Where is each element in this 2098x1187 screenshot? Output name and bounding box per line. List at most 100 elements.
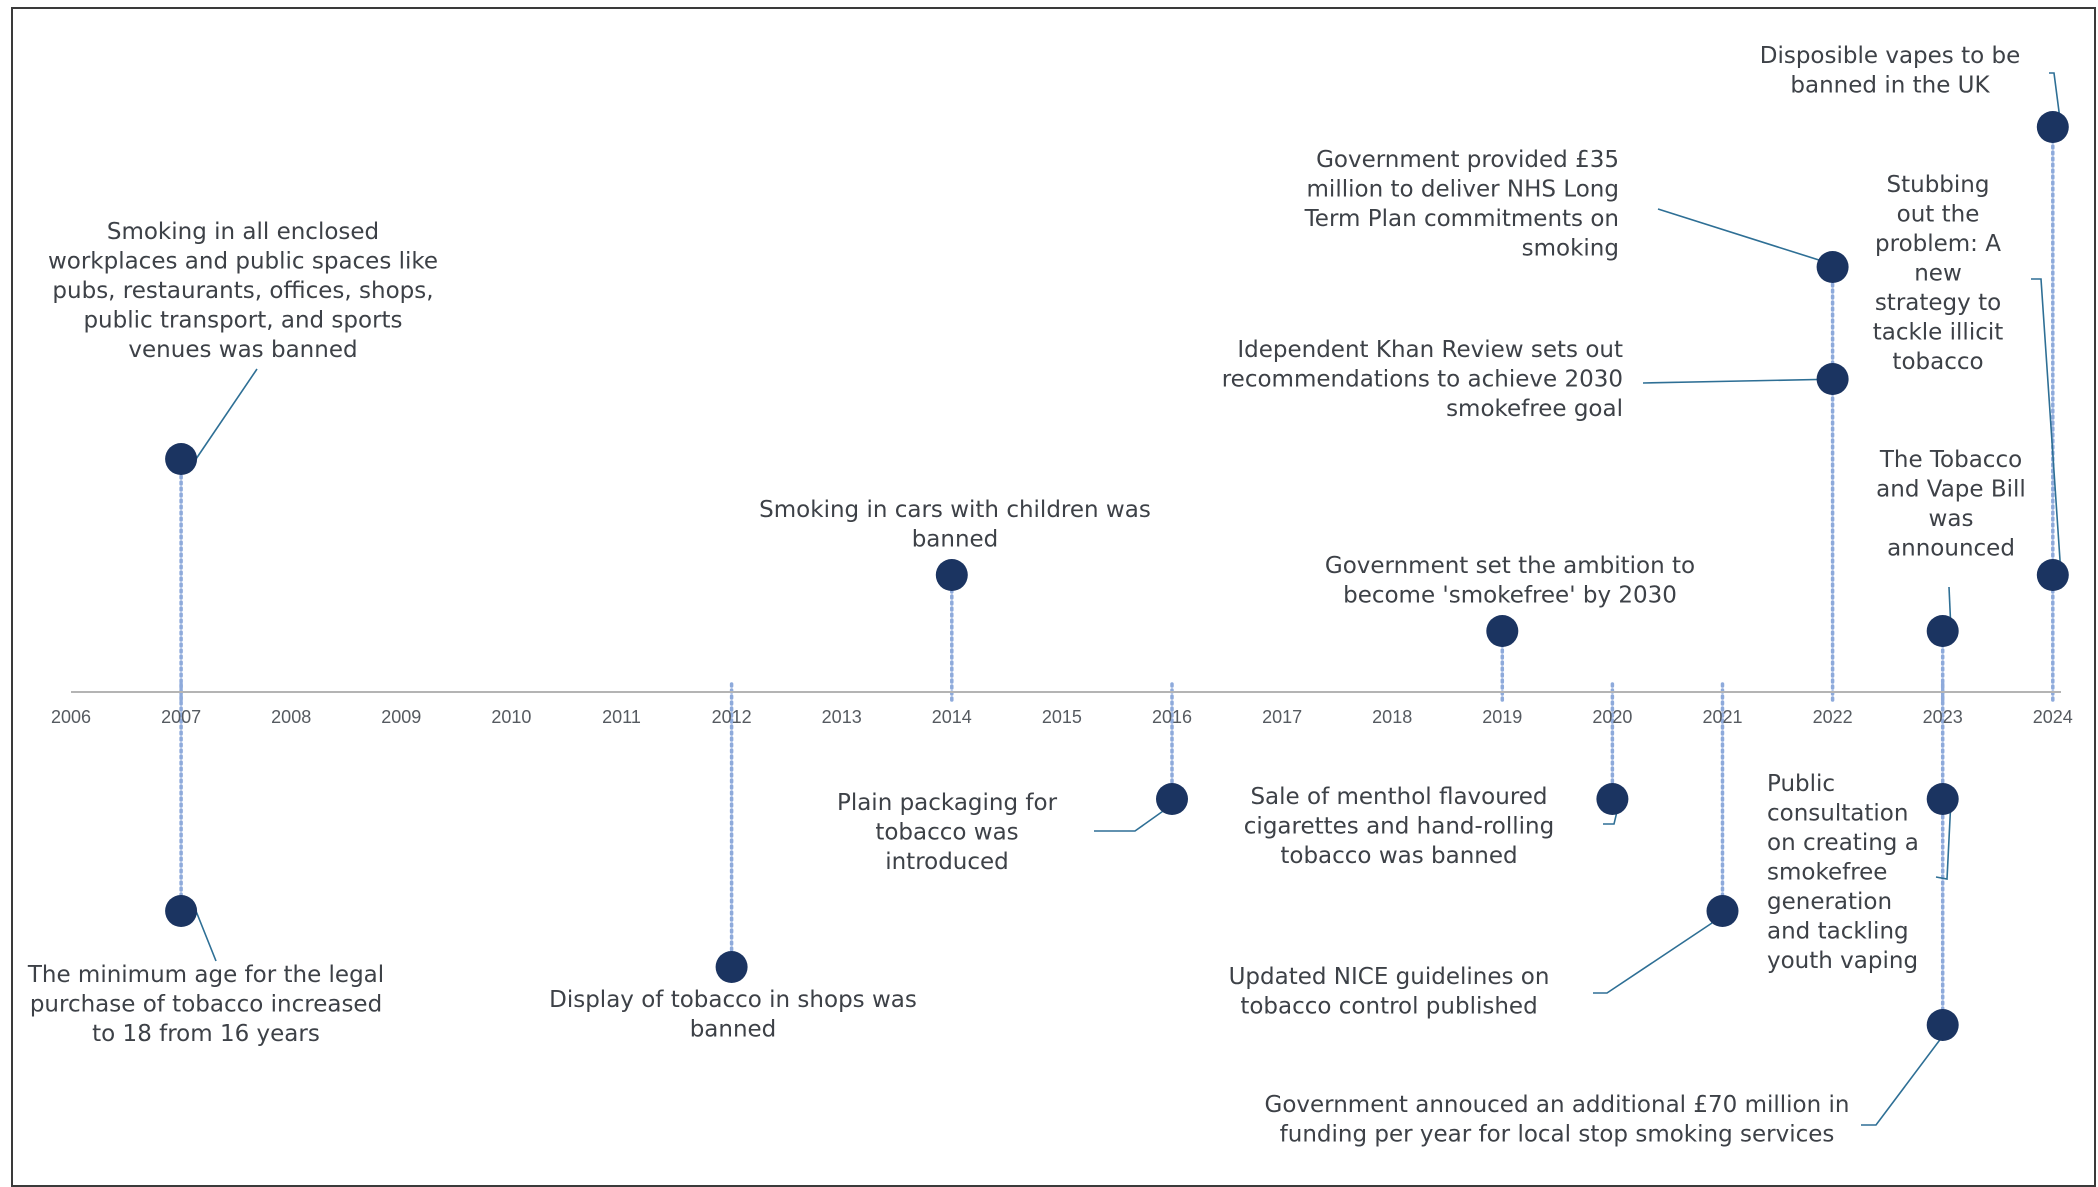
event-label-2021-nice-guidelines: Updated NICE guidelines on tobacco contro… xyxy=(1229,964,1550,1020)
year-tick-2009: 2009 xyxy=(381,707,421,727)
timeline-frame: 2006 2007 2008 2009 2010 2011 2012 2013 2014 2015… xyxy=(11,7,2096,1187)
marker-2024-illicit-tobacco xyxy=(2036,559,2069,591)
year-tick-2020: 2020 xyxy=(1592,707,1632,727)
event-label-line: venues was banned xyxy=(128,337,357,363)
event-label-line: funding per year for local stop smoking … xyxy=(1280,1122,1835,1148)
marker-2022-khan-review xyxy=(1816,363,1849,395)
event-label-line: Disposible vapes to be xyxy=(1760,43,2020,69)
year-tick-2019: 2019 xyxy=(1482,707,1522,727)
event-label-2022-nhs-funding: Government provided £35 million to delive… xyxy=(1304,147,1619,262)
year-tick-2008: 2008 xyxy=(271,707,311,727)
marker-2021-nice-guidelines xyxy=(1706,895,1739,927)
event-label-line: workplaces and public spaces like xyxy=(48,249,438,275)
year-tick-2010: 2010 xyxy=(491,707,531,727)
event-label-line: Plain packaging for xyxy=(837,790,1058,816)
year-tick-2016: 2016 xyxy=(1152,707,1192,727)
event-label-line: announced xyxy=(1887,536,2015,562)
event-label-line: problem: A xyxy=(1875,231,2001,257)
event-label-2022-khan-review: Idependent Khan Review sets out recommend… xyxy=(1222,337,1623,422)
event-label-line: cigarettes and hand-rolling xyxy=(1244,814,1554,840)
event-label-line: The minimum age for the legal xyxy=(27,962,384,988)
connector-2021-nice-guidelines xyxy=(1593,910,1731,994)
event-label-line: new xyxy=(1914,261,1962,287)
event-label-line: introduced xyxy=(885,849,1009,875)
event-label-line: tackle illicit xyxy=(1873,320,2004,346)
event-label-line: recommendations to achieve 2030 xyxy=(1222,367,1623,393)
marker-2014-cars-children xyxy=(935,559,968,591)
event-label-line: million to deliver NHS Long xyxy=(1307,177,1619,203)
event-label-line: Government annouced an additional £70 mi… xyxy=(1265,1092,1850,1118)
event-label-line: Sale of menthol flavoured xyxy=(1250,784,1547,810)
event-label-2023-stop-smoking-funding: Government annouced an additional £70 mi… xyxy=(1265,1092,1850,1148)
event-label-line: was xyxy=(1929,506,1974,532)
year-tick-2011: 2011 xyxy=(602,707,641,727)
event-label-line: banned in the UK xyxy=(1790,73,1990,99)
year-tick-2017: 2017 xyxy=(1262,707,1302,727)
event-label-line: become 'smokefree' by 2030 xyxy=(1343,583,1677,609)
event-label-line: youth vaping xyxy=(1767,948,1918,974)
event-label-line: Idependent Khan Review sets out xyxy=(1237,337,1623,363)
marker-2023-public-consultation xyxy=(1926,783,1959,815)
marker-2019-smokefree-ambition xyxy=(1486,615,1519,647)
event-label-line: Updated NICE guidelines on xyxy=(1229,964,1550,990)
event-label-2023-public-consultation: Public consultation on creating a smokefree… xyxy=(1767,771,1919,974)
event-label-line: strategy to xyxy=(1875,290,2001,316)
event-label-line: tobacco xyxy=(1892,349,1983,375)
marker-2023-tobacco-vape-bill xyxy=(1926,615,1959,647)
event-label-line: tobacco was xyxy=(875,820,1018,846)
event-label-line: Smoking in cars with children was xyxy=(759,497,1151,523)
event-label-line: on creating a xyxy=(1767,830,1919,856)
event-label-line: smokefree goal xyxy=(1446,396,1623,422)
year-tick-2024: 2024 xyxy=(2033,707,2073,727)
event-label-line: tobacco control published xyxy=(1240,994,1537,1020)
event-label-line: smokefree xyxy=(1767,860,1887,886)
year-tick-2012: 2012 xyxy=(712,707,752,727)
connector-2023-public-consultation xyxy=(1935,798,1952,880)
year-tick-2022: 2022 xyxy=(1813,707,1853,727)
event-label-line: Smoking in all enclosed xyxy=(107,219,379,245)
year-tick-2014: 2014 xyxy=(932,707,972,727)
event-label-2016-plain-packaging: Plain packaging for tobacco was introduced xyxy=(837,790,1058,875)
event-label-2019-smokefree-ambition: Government set the ambition to become 'sm… xyxy=(1325,553,1695,609)
connector-2007-smoking-ban xyxy=(195,368,258,460)
event-label-line: smoking xyxy=(1522,236,1619,262)
event-label-line: consultation xyxy=(1767,801,1908,827)
marker-2024-disposable-vapes xyxy=(2036,111,2069,143)
marker-2007-smoking-ban xyxy=(165,443,198,475)
event-label-2014-cars-children: Smoking in cars with children was banned xyxy=(759,497,1151,553)
event-label-line: out the xyxy=(1897,202,1980,228)
marker-2023-stop-smoking-funding xyxy=(1926,1009,1959,1041)
event-label-2024-disposable-vapes: Disposible vapes to be banned in the UK xyxy=(1760,43,2020,99)
year-tick-2006: 2006 xyxy=(51,707,91,727)
event-label-line: and tackling xyxy=(1767,919,1909,945)
connectors-layer xyxy=(195,72,2062,1126)
event-label-line: Public xyxy=(1767,771,1835,797)
event-label-2012-display-ban: Display of tobacco in shops was banned xyxy=(549,987,917,1043)
event-label-line: to 18 from 16 years xyxy=(92,1021,320,1047)
event-label-line: banned xyxy=(690,1017,777,1043)
connector-2023-stop-smoking-funding xyxy=(1861,1024,1952,1126)
event-label-line: Government provided £35 xyxy=(1316,147,1619,173)
marker-2016-plain-packaging xyxy=(1156,783,1188,815)
event-label-2020-menthol-ban: Sale of menthol flavoured cigarettes and … xyxy=(1244,784,1554,869)
tobacco-policy-timeline: 2006 2007 2008 2009 2010 2011 2012 2013 2014 2015… xyxy=(27,43,2073,1148)
connector-2022-nhs-funding xyxy=(1657,208,1842,268)
event-label-2007-smoking-ban: Smoking in all enclosed workplaces and pu… xyxy=(48,219,438,363)
year-tick-2021: 2021 xyxy=(1702,707,1742,727)
connector-2024-disposable-vapes xyxy=(2049,72,2062,128)
event-label-2007-minimum-age: The minimum age for the legal purchase of… xyxy=(27,962,384,1047)
connector-2024-illicit-tobacco xyxy=(2031,278,2062,576)
marker-2012-display-ban xyxy=(715,951,748,983)
event-label-2024-illicit-tobacco: Stubbing out the problem: A new strategy to t… xyxy=(1873,172,2004,375)
event-label-line: Term Plan commitments on xyxy=(1304,206,1619,232)
event-label-line: public transport, and sports xyxy=(83,308,402,334)
event-label-line: The Tobacco xyxy=(1879,447,2022,473)
year-tick-2007: 2007 xyxy=(161,707,201,727)
event-label-line: pubs, restaurants, offices, shops, xyxy=(52,278,433,304)
markers-layer xyxy=(165,111,2069,1041)
year-tick-2015: 2015 xyxy=(1042,707,1082,727)
event-label-line: tobacco was banned xyxy=(1280,843,1517,869)
connector-2007-minimum-age xyxy=(195,910,217,962)
marker-2022-nhs-funding xyxy=(1816,251,1849,283)
event-texts-layer: Smoking in all enclosed workplaces and pu… xyxy=(27,43,2026,1148)
